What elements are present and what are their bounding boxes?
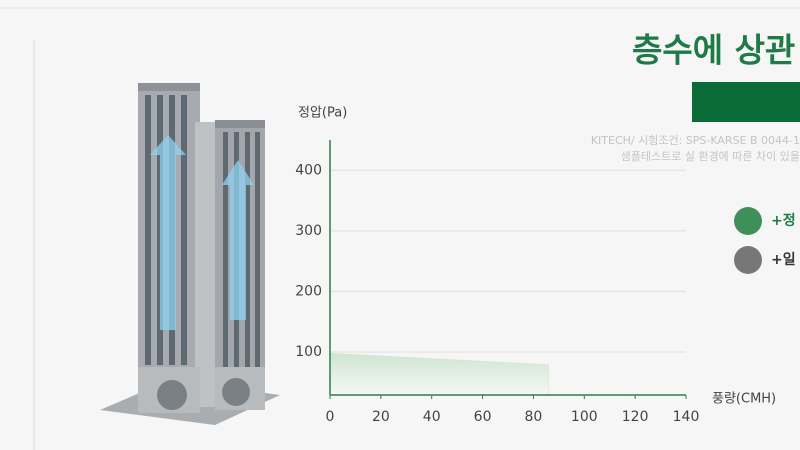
- y-tick-label: 200: [295, 283, 322, 299]
- legend-icon: [734, 207, 762, 235]
- x-tick-label: 100: [571, 409, 598, 425]
- x-tick-label: 40: [423, 409, 441, 425]
- subtitle: KITECH/ 시험조건: SPS-KARSE B 0044-1: [591, 134, 800, 147]
- x-tick-label: 140: [673, 409, 700, 425]
- legend-icon: [734, 246, 762, 274]
- x-tick-label: 60: [474, 409, 492, 425]
- building-illustration: [100, 83, 280, 425]
- x-tick-label: 0: [326, 409, 335, 425]
- y-axis-label: 정압(Pa): [298, 106, 347, 121]
- title: 층수에 상관: [632, 31, 795, 70]
- subtitle: 샘플테스트로 실 환경에 따른 차이 있을: [621, 150, 800, 163]
- y-tick-label: 100: [295, 344, 322, 360]
- y-tick-label: 400: [295, 162, 322, 178]
- legend-label: +정: [771, 212, 796, 229]
- header-bar: [692, 82, 800, 122]
- x-axis-label: 풍량(CMH): [712, 392, 776, 407]
- legend-label: +일: [771, 252, 796, 268]
- x-tick-label: 20: [372, 409, 390, 425]
- y-tick-label: 300: [295, 223, 322, 239]
- x-tick-label: 80: [525, 409, 543, 425]
- x-tick-label: 120: [622, 409, 649, 425]
